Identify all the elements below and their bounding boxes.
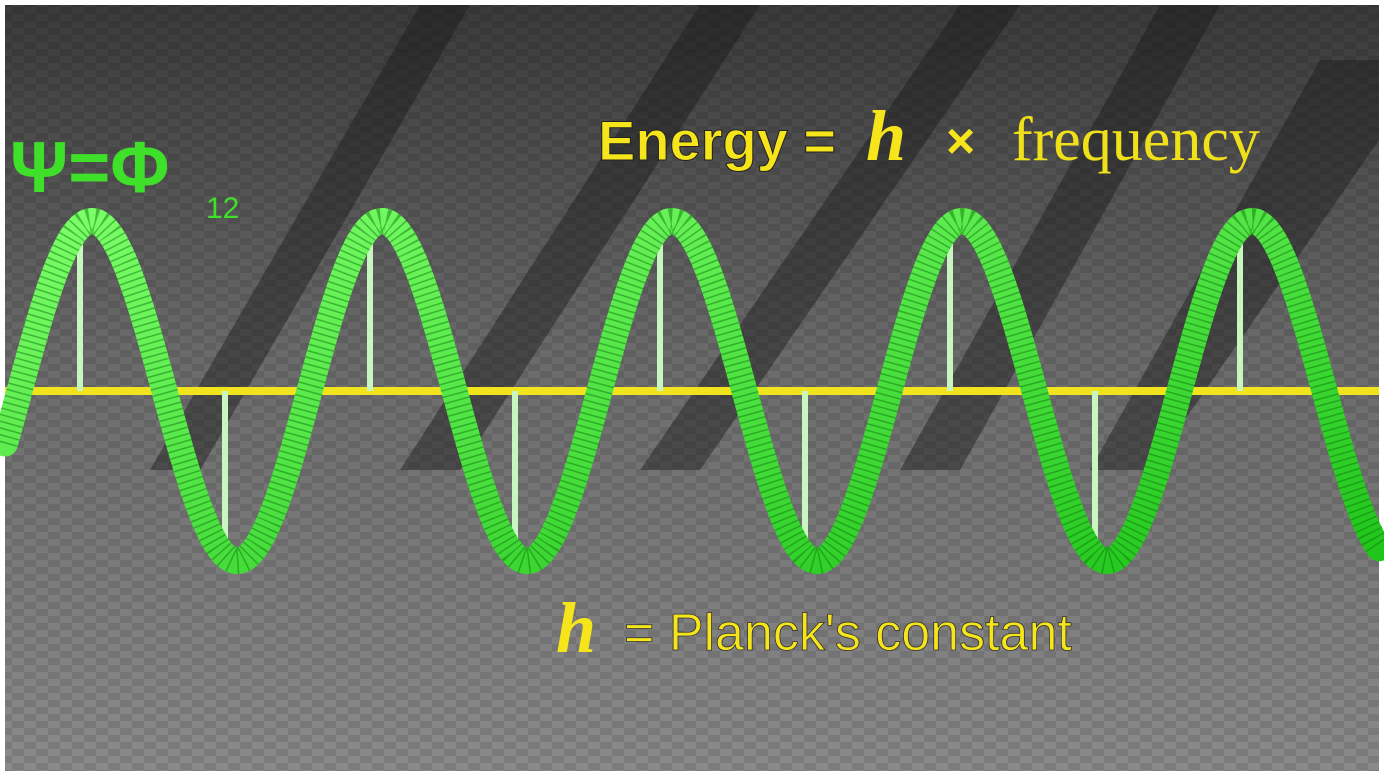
frequency-label: frequency [1012,106,1260,174]
energy-label: Energy = [598,109,836,172]
h-symbol: h [556,588,596,668]
wave [0,207,1384,575]
sticks [77,226,1243,556]
psi-formula: Ψ=Φ [10,128,169,208]
psi-subscript: 12 [206,192,239,225]
planck-label: = Planck's constant [624,604,1072,662]
h-symbol: h [866,96,906,176]
times-sign: × [946,113,975,169]
